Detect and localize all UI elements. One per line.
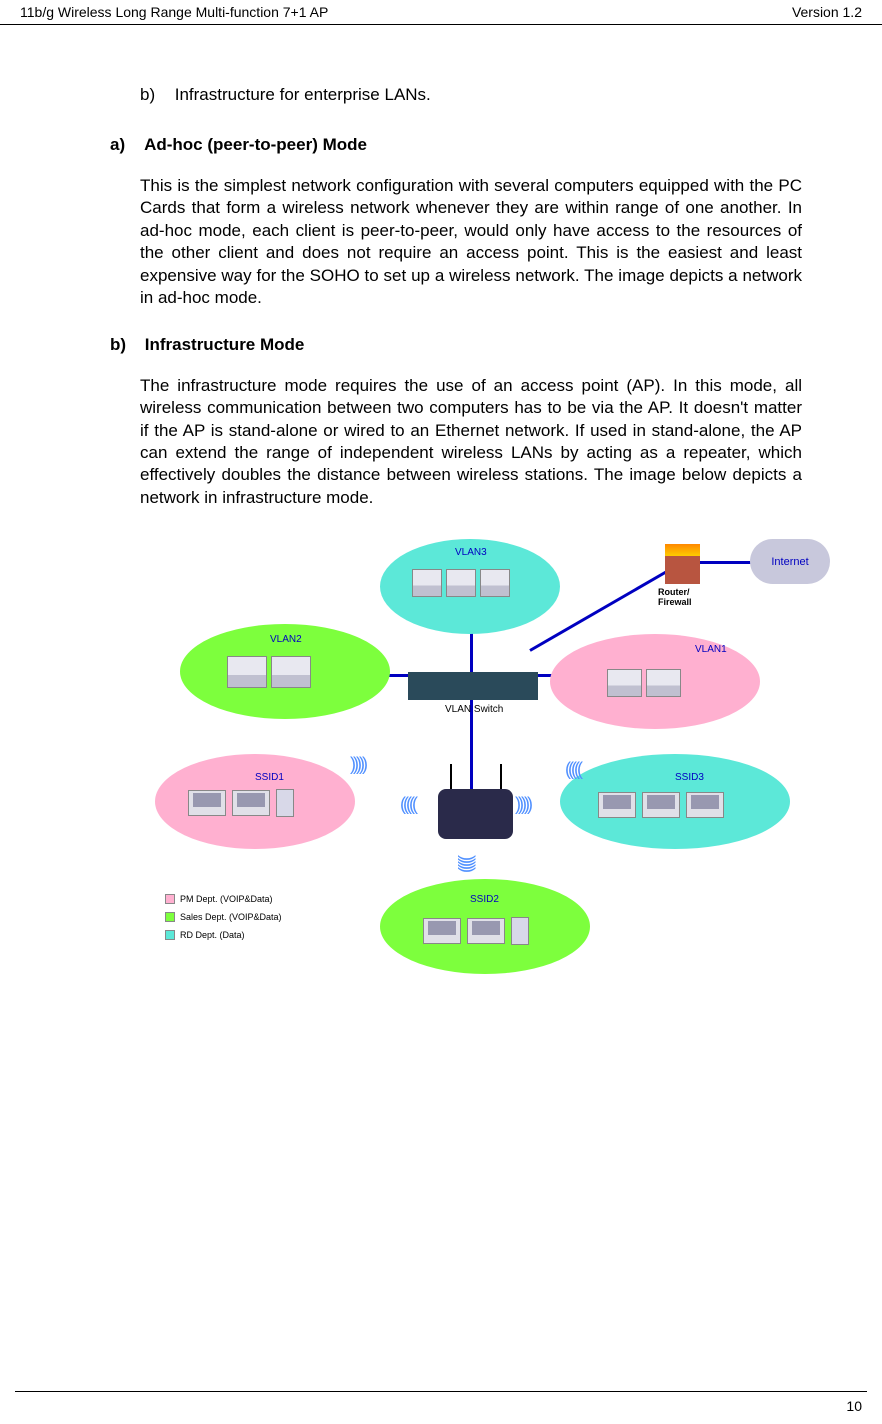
wifi-signal-icon: ((((( (400, 794, 415, 815)
wifi-signal-icon: ))))) (515, 794, 530, 815)
vlan1-region: VLAN1 (550, 634, 760, 729)
vlan2-region: VLAN2 (180, 624, 390, 719)
vlan-switch (408, 672, 538, 700)
wifi-signal-icon: ((((( (565, 759, 580, 780)
diagram-legend: PM Dept. (VOIP&Data) Sales Dept. (VOIP&D… (165, 894, 282, 948)
ssid1-region: SSID1 (155, 754, 355, 849)
page-number: 10 (846, 1392, 862, 1414)
ssid2-region: SSID2 (380, 879, 590, 974)
wifi-signal-icon: ))))) (457, 855, 478, 870)
section-b-heading: b) Infrastructure Mode (110, 335, 802, 355)
list-item-b: b) Infrastructure for enterprise LANs. (140, 85, 802, 105)
vlan-switch-label: VLAN Switch (445, 704, 503, 715)
section-b-text: The infrastructure mode requires the use… (140, 375, 802, 510)
access-point (438, 789, 513, 839)
network-diagram: VLAN3 VLAN2 VLAN1 SSID1 (110, 539, 830, 1039)
section-a-text: This is the simplest network configurati… (140, 175, 802, 310)
firewall-icon (665, 544, 700, 584)
doc-title: 11b/g Wireless Long Range Multi-function… (20, 4, 328, 20)
vlan3-region: VLAN3 (380, 539, 560, 634)
ssid3-region: SSID3 (560, 754, 790, 849)
doc-version: Version 1.2 (792, 4, 862, 20)
section-a-heading: a) Ad-hoc (peer-to-peer) Mode (110, 135, 802, 155)
internet-cloud: Internet (750, 539, 830, 584)
wifi-signal-icon: ))))) (350, 754, 365, 775)
router-firewall-label: Router/ Firewall (658, 587, 692, 607)
